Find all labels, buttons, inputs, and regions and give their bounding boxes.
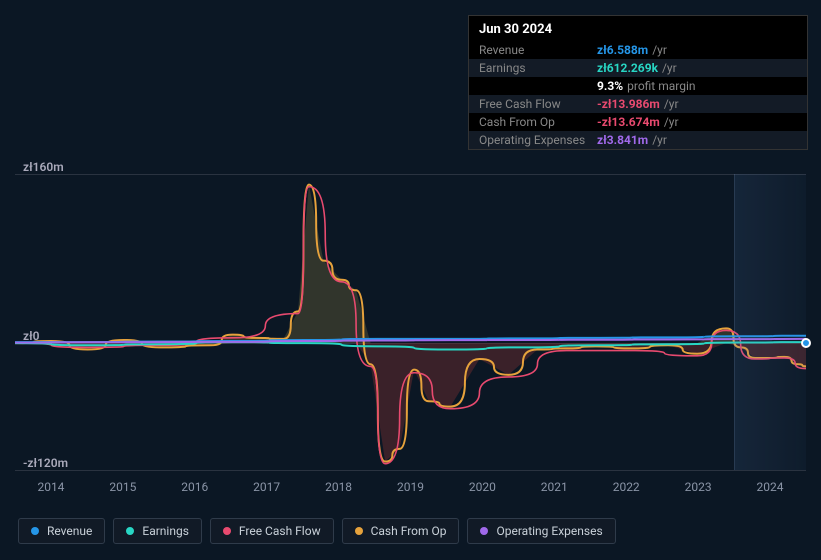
tooltip-row-value: -zł13.674m: [597, 115, 660, 129]
x-axis-label: 2016: [159, 480, 231, 500]
tooltip-row: 9.3% profit margin: [469, 77, 807, 95]
x-axis-label: 2018: [303, 480, 375, 500]
series-marker-icon: [801, 338, 811, 348]
legend-item[interactable]: Earnings: [113, 518, 202, 544]
x-axis-label: 2023: [662, 480, 734, 500]
legend-dot-icon: [126, 527, 134, 535]
x-axis-label: 2017: [231, 480, 303, 500]
chart-legend: Revenue Earnings Free Cash Flow Cash From O…: [18, 518, 616, 544]
tooltip-row-label: Revenue: [479, 43, 597, 57]
legend-item[interactable]: Cash From Op: [342, 518, 460, 544]
tooltip-row-unit: /yr: [652, 43, 667, 57]
legend-item[interactable]: Revenue: [18, 518, 105, 544]
legend-item-label: Cash From Op: [371, 524, 447, 538]
tooltip-row-label: Free Cash Flow: [479, 97, 597, 111]
tooltip-row: Operating Expenseszł3.841m/yr: [469, 131, 807, 149]
x-axis-label: 2019: [375, 480, 447, 500]
legend-dot-icon: [480, 527, 488, 535]
chart-svg: [15, 174, 806, 470]
x-axis-label: 2022: [590, 480, 662, 500]
tooltip-date: Jun 30 2024: [469, 16, 807, 41]
legend-item-label: Earnings: [142, 524, 189, 538]
tooltip-row-label: Operating Expenses: [479, 133, 597, 147]
future-zone: [734, 174, 806, 470]
tooltip-row-value: zł612.269k: [597, 61, 658, 75]
legend-item[interactable]: Free Cash Flow: [210, 518, 334, 544]
tooltip-row-unit: /yr: [652, 133, 667, 147]
chart-plot-area[interactable]: [15, 174, 806, 470]
tooltip-row-unit: /yr: [664, 97, 679, 111]
tooltip-row-value: zł3.841m: [597, 133, 648, 147]
tooltip-row-value: 9.3%: [597, 79, 623, 93]
legend-dot-icon: [31, 527, 39, 535]
tooltip-row: Earningszł612.269k/yr: [469, 59, 807, 77]
tooltip-row-value: -zł13.986m: [597, 97, 660, 111]
tooltip-row-label: Earnings: [479, 61, 597, 75]
tooltip-row-unit: /yr: [664, 115, 679, 129]
x-axis-label: 2024: [734, 480, 806, 500]
tooltip-row-label: [479, 79, 597, 93]
tooltip-row-unit: profit margin: [627, 79, 695, 93]
tooltip-row-value: zł6.588m: [597, 43, 648, 57]
gridline: [15, 470, 806, 471]
legend-item[interactable]: Operating Expenses: [467, 518, 615, 544]
legend-item-label: Revenue: [47, 524, 92, 538]
tooltip-row-unit: /yr: [662, 61, 677, 75]
x-axis-label: 2015: [87, 480, 159, 500]
legend-item-label: Operating Expenses: [496, 524, 602, 538]
tooltip-row: Revenuezł6.588m/yr: [469, 41, 807, 59]
x-axis-label: 2021: [518, 480, 590, 500]
x-axis-label: 2014: [15, 480, 87, 500]
tooltip-row: Cash From Op-zł13.674m/yr: [469, 113, 807, 131]
chart-tooltip: Jun 30 2024 Revenuezł6.588m/yrEarningszł…: [468, 15, 808, 150]
y-axis-label: zł160m: [23, 160, 64, 174]
tooltip-row-label: Cash From Op: [479, 115, 597, 129]
chart-x-axis: 2014201520162017201820192020202120222023…: [15, 480, 806, 500]
legend-dot-icon: [223, 527, 231, 535]
x-axis-label: 2020: [446, 480, 518, 500]
financial-history-chart: zł160mzł0-zł120m: [15, 160, 806, 470]
legend-dot-icon: [355, 527, 363, 535]
tooltip-row: Free Cash Flow-zł13.986m/yr: [469, 95, 807, 113]
legend-item-label: Free Cash Flow: [239, 524, 321, 538]
